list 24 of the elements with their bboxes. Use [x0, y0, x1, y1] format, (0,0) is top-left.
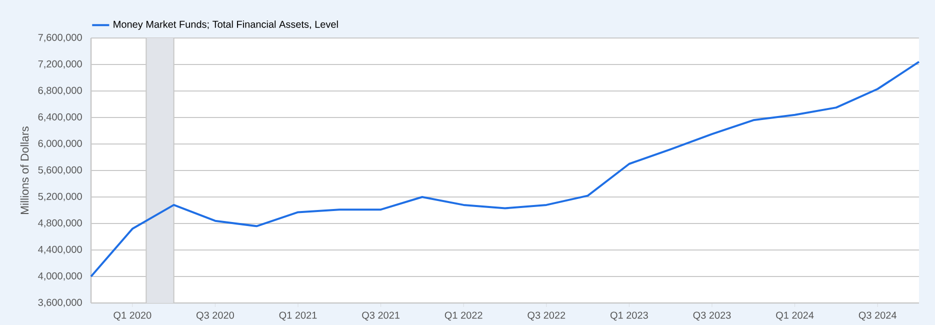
x-tick-label: Q3 2023	[693, 312, 731, 321]
x-tick-label: Q1 2020	[114, 312, 152, 321]
y-tick-label: 7,600,000	[38, 34, 82, 42]
y-tick-label: 6,400,000	[38, 113, 82, 122]
y-tick-label: 7,200,000	[38, 60, 82, 69]
x-tick-label: Q1 2022	[444, 312, 482, 321]
y-axis-title: Millions of Dollars	[20, 126, 29, 214]
y-tick-label: 4,000,000	[38, 272, 82, 281]
x-tick-label: Q3 2020	[196, 312, 234, 321]
y-tick-label: 6,000,000	[38, 140, 82, 148]
x-tick-label: Q3 2022	[528, 312, 566, 321]
x-tick-label: Q1 2021	[279, 312, 317, 321]
y-tick-label: 5,600,000	[38, 166, 82, 175]
y-tick-label: 4,400,000	[38, 246, 82, 254]
x-tick-label: Q3 2024	[858, 312, 896, 321]
y-tick-label: 5,200,000	[38, 192, 82, 202]
y-tick-label: 3,600,000	[38, 298, 82, 308]
y-tick-label: 4,800,000	[38, 219, 82, 228]
legend-label: Money Market Funds; Total Financial Assets, Level	[114, 20, 338, 30]
line-series	[90, 60, 920, 278]
x-tick-label: Q3 2021	[362, 312, 400, 321]
y-tick-label: 6,800,000	[38, 86, 82, 96]
x-tick-label: Q1 2023	[610, 312, 648, 321]
x-tick-label: Q1 2024	[776, 312, 814, 321]
